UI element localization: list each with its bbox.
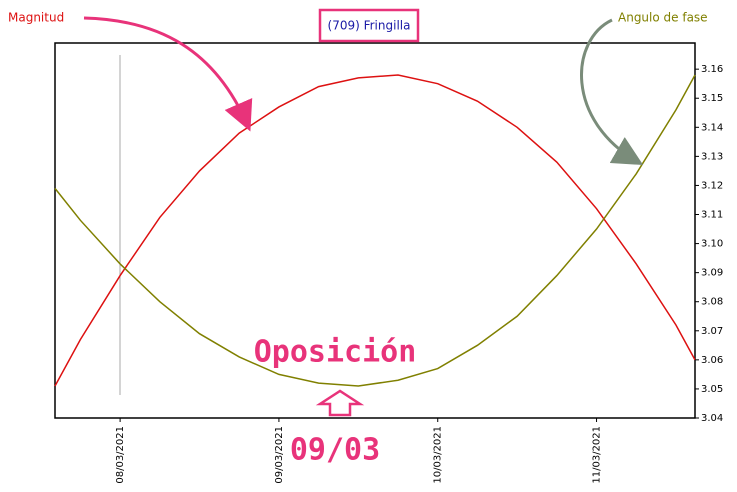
y-tick-label: 3.08 xyxy=(701,297,723,308)
arrow xyxy=(315,389,365,417)
legend-label: Angulo de fase xyxy=(618,11,708,25)
y-tick-label: 3.10 xyxy=(701,239,723,250)
y-tick-label: 3.05 xyxy=(701,384,723,395)
series-line xyxy=(54,74,696,387)
y-tick-label: 3.13 xyxy=(701,151,723,162)
y-tick-label: 3.04 xyxy=(701,413,723,424)
arrow xyxy=(83,16,253,132)
y-tick-label: 3.14 xyxy=(701,122,723,133)
title-box xyxy=(318,8,420,43)
y-tick-label: 3.12 xyxy=(701,180,723,191)
arrow xyxy=(580,18,644,165)
y-tick-label: 3.07 xyxy=(701,326,723,337)
y-tick-label: 3.06 xyxy=(701,355,723,366)
marks xyxy=(54,74,696,387)
x-tick-label: 09/03/2021 xyxy=(274,426,285,484)
annotation: 09/03 xyxy=(290,433,380,468)
y-tick-label: 3.16 xyxy=(701,64,723,75)
x-tick-label: 08/03/2021 xyxy=(115,426,126,484)
legend-label: Magnitud xyxy=(8,11,64,25)
series-line xyxy=(54,74,696,387)
y-tick-label: 3.09 xyxy=(701,268,723,279)
y-tick-label: 3.15 xyxy=(701,93,723,104)
x-tick-label: 11/03/2021 xyxy=(592,426,603,484)
x-tick-label: 10/03/2021 xyxy=(433,426,444,484)
annotation: Oposición xyxy=(254,335,417,370)
y-tick-label: 3.11 xyxy=(701,210,723,221)
chart-title: (709) Fringilla xyxy=(328,19,411,33)
